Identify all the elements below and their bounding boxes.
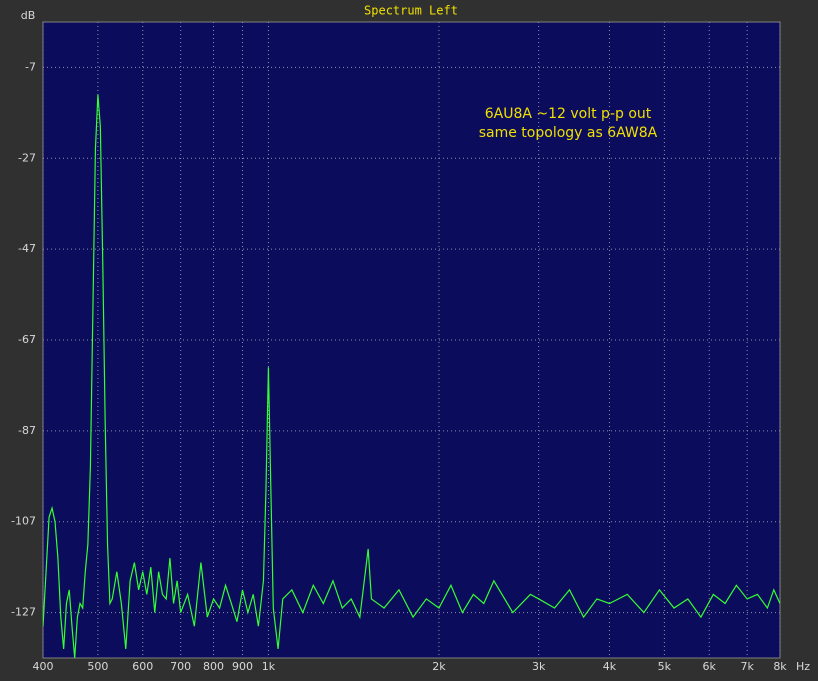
- y-tick-label: -27: [18, 151, 36, 164]
- y-tick-label: -7: [25, 60, 36, 73]
- x-tick-label: 8k: [773, 660, 787, 673]
- x-tick-label: 1k: [262, 660, 276, 673]
- plot-clip: [43, 94, 780, 658]
- x-tick-label: 2k: [432, 660, 446, 673]
- x-tick-label: 900: [232, 660, 253, 673]
- y-tick-label: -67: [18, 333, 36, 346]
- x-tick-label: 5k: [658, 660, 672, 673]
- x-tick-label: 500: [87, 660, 108, 673]
- y-tick-label: -107: [11, 515, 36, 528]
- x-tick-label: 7k: [740, 660, 754, 673]
- x-tick-label: 6k: [703, 660, 717, 673]
- y-tick-label: -87: [18, 424, 36, 437]
- annotation: 6AU8A ~12 volt p-p out: [485, 106, 652, 122]
- x-axis-label: Hz: [796, 660, 810, 673]
- spectrum-line: [43, 94, 780, 658]
- x-tick-label: 600: [132, 660, 153, 673]
- x-tick-label: 3k: [532, 660, 546, 673]
- y-axis-label: dB: [21, 9, 36, 22]
- chart-title: Spectrum Left: [364, 4, 458, 18]
- x-tick-label: 800: [203, 660, 224, 673]
- x-tick-label: 400: [33, 660, 54, 673]
- y-tick-label: -127: [11, 606, 36, 619]
- x-tick-label: 700: [170, 660, 191, 673]
- x-tick-label: 4k: [603, 660, 617, 673]
- annotation: same topology as 6AW8A: [479, 125, 658, 141]
- y-tick-label: -47: [18, 242, 36, 255]
